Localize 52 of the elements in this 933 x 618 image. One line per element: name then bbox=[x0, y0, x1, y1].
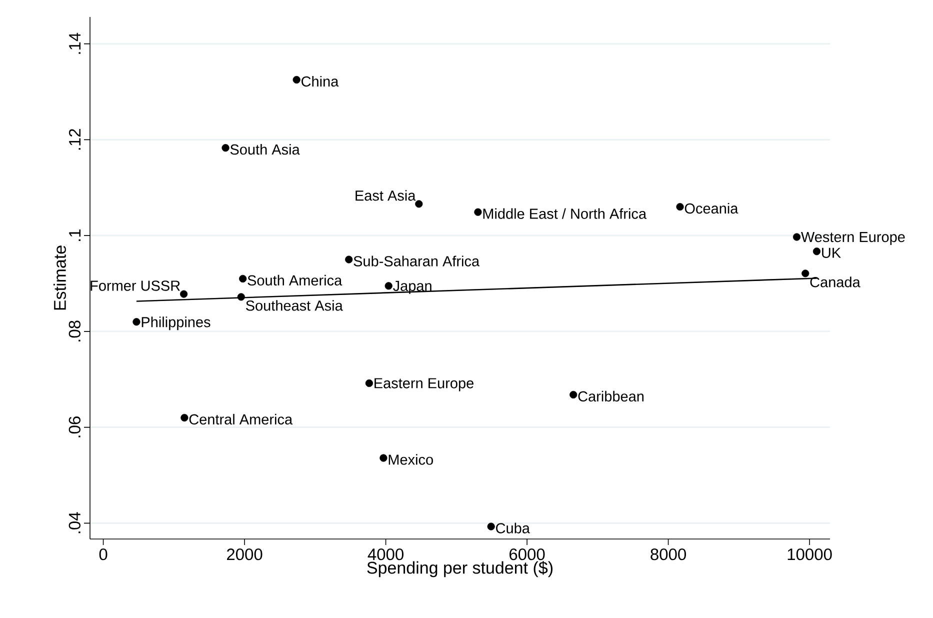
annotation: Mexico bbox=[388, 454, 433, 465]
point bbox=[180, 290, 188, 298]
annotation: Western Europe bbox=[801, 232, 905, 245]
x-tick-label: 4000 bbox=[368, 548, 404, 560]
annotation: Former USSR bbox=[90, 280, 180, 291]
annotation: Oceania bbox=[684, 202, 738, 214]
y-tick-label: .08 bbox=[68, 320, 80, 342]
point bbox=[132, 318, 140, 326]
x-tick-label: 6000 bbox=[510, 548, 545, 560]
annotation: Canada bbox=[810, 276, 860, 288]
annotation: China bbox=[302, 76, 339, 87]
x-tick-label: 8000 bbox=[650, 548, 686, 560]
point bbox=[474, 208, 482, 216]
point bbox=[365, 379, 373, 387]
y-tick-label: .1 bbox=[69, 229, 80, 241]
annotation: South Asia bbox=[230, 144, 300, 155]
point bbox=[676, 203, 684, 211]
annotation: Sub-Saharan Africa bbox=[354, 256, 480, 266]
y-tick-label: .06 bbox=[68, 416, 80, 438]
point bbox=[570, 390, 578, 398]
y-axis-title: Estimate bbox=[53, 246, 66, 310]
annotation: Philippines bbox=[142, 316, 210, 330]
point bbox=[802, 270, 810, 278]
annotation: Cuba bbox=[496, 522, 530, 534]
point bbox=[237, 293, 245, 301]
y-tick-label: .04 bbox=[68, 512, 80, 534]
annotation: Eastern Europe bbox=[374, 378, 474, 392]
point bbox=[222, 144, 230, 152]
annotation: South America bbox=[248, 274, 342, 286]
point bbox=[180, 414, 188, 422]
x-tick-label: 0 bbox=[99, 548, 108, 560]
point bbox=[384, 282, 392, 290]
point bbox=[292, 76, 300, 84]
annotation: Japan bbox=[393, 280, 432, 294]
point bbox=[812, 248, 821, 256]
annotation: Caribbean bbox=[578, 390, 644, 402]
annotation: East Asia bbox=[356, 190, 416, 201]
y-tick-label: .14 bbox=[69, 32, 80, 54]
point bbox=[345, 256, 353, 264]
point bbox=[487, 522, 495, 530]
annotation: Central America bbox=[189, 414, 293, 425]
annotation: UK bbox=[822, 248, 841, 258]
x-tick-label: 2000 bbox=[227, 548, 262, 560]
y-tick-label: .12 bbox=[68, 129, 80, 150]
x-tick-label: 10000 bbox=[788, 548, 832, 560]
point bbox=[239, 274, 247, 282]
annotation: Middle East / North Africa bbox=[483, 208, 647, 219]
point bbox=[415, 200, 423, 208]
point bbox=[380, 454, 388, 462]
annotation: Southeast Asia bbox=[246, 300, 343, 311]
x-axis-title: Spending per student ($) bbox=[367, 561, 552, 578]
point bbox=[792, 233, 801, 241]
